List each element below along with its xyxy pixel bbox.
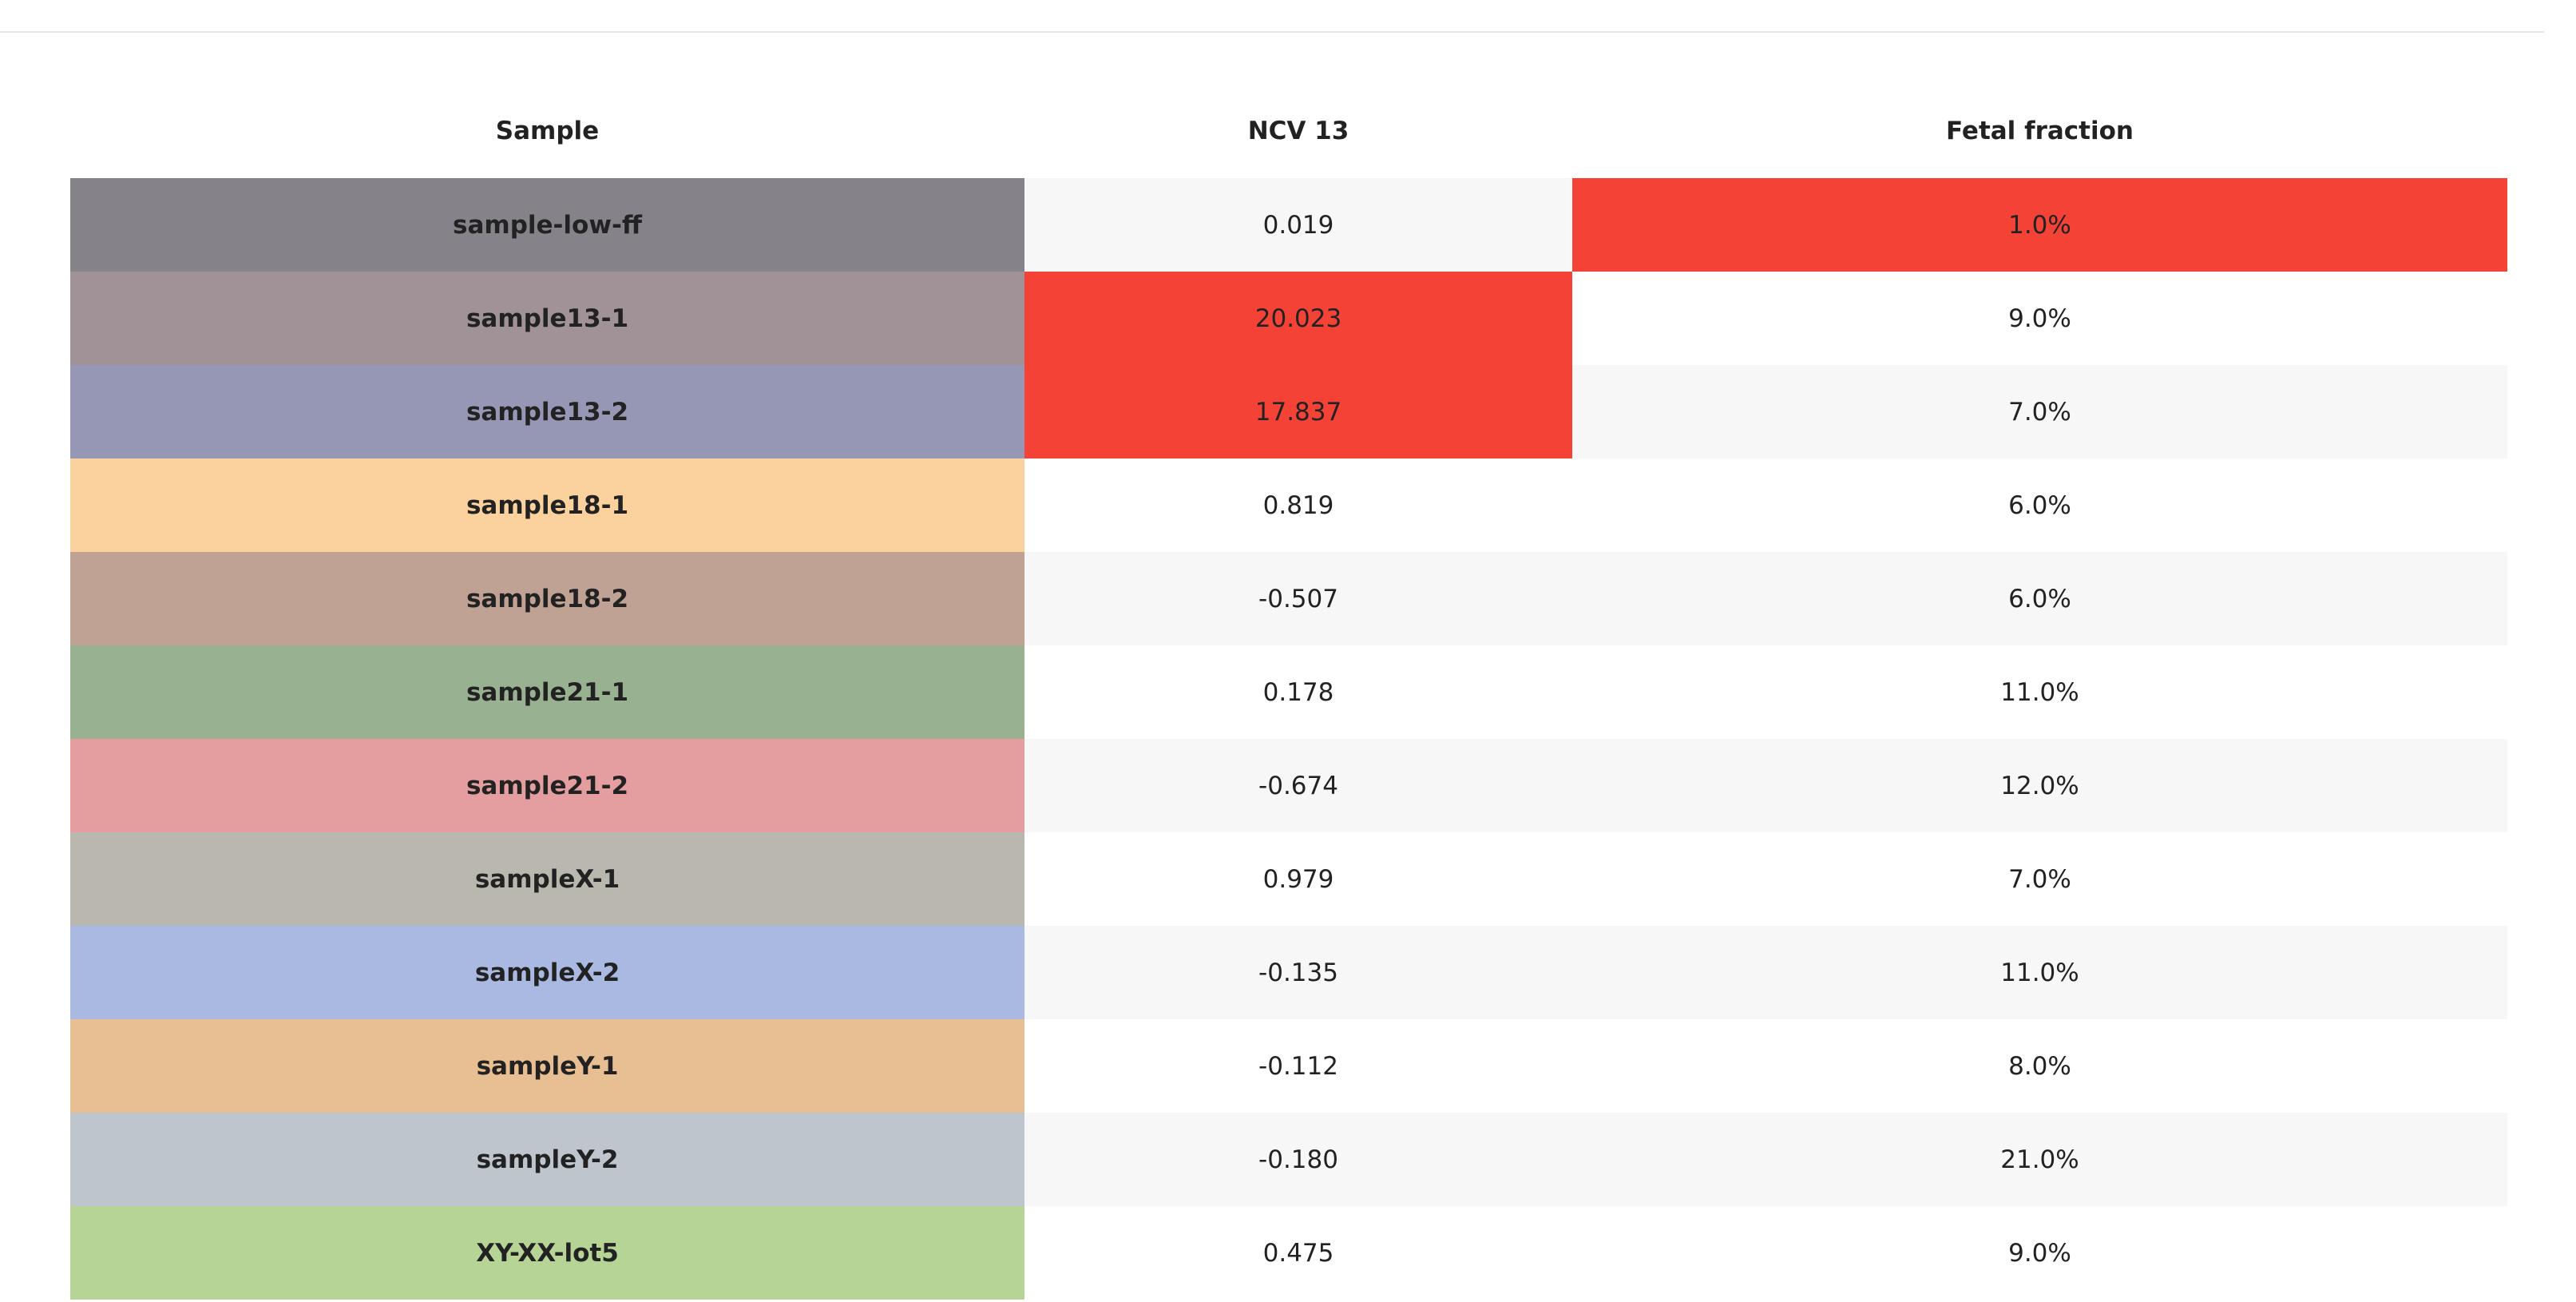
table-row[interactable]: sampleX-1 0.979 7.0%: [70, 832, 2507, 926]
sample-name-cell: sample18-1: [70, 458, 1024, 552]
ncv13-cell: 20.023: [1024, 272, 1572, 365]
sample-name-cell: XY-XX-lot5: [70, 1206, 1024, 1300]
fetal-fraction-cell: 21.0%: [1572, 1113, 2507, 1206]
header-fetal-fraction[interactable]: Fetal fraction: [1946, 117, 2134, 145]
sample-name-cell: sample13-2: [70, 365, 1024, 458]
table-row[interactable]: XY-XX-lot5 0.475 9.0%: [70, 1206, 2507, 1300]
table-row[interactable]: sample-low-ff 0.019 1.0%: [70, 178, 2507, 272]
fetal-fraction-cell: 11.0%: [1572, 926, 2507, 1019]
ncv13-cell: 0.019: [1024, 178, 1572, 272]
table-row[interactable]: sampleX-2 -0.135 11.0%: [70, 926, 2507, 1019]
fetal-fraction-cell: 12.0%: [1572, 739, 2507, 832]
table-row[interactable]: sample21-2 -0.674 12.0%: [70, 739, 2507, 832]
fetal-fraction-cell: 6.0%: [1572, 552, 2507, 645]
fetal-fraction-cell: 7.0%: [1572, 832, 2507, 926]
table-row[interactable]: sample18-2 -0.507 6.0%: [70, 552, 2507, 645]
sample-name-cell: sample13-1: [70, 272, 1024, 365]
fetal-fraction-cell: 9.0%: [1572, 1206, 2507, 1300]
sample-name-cell: sampleY-2: [70, 1113, 1024, 1206]
ncv13-cell: 0.178: [1024, 645, 1572, 739]
fetal-fraction-cell: 9.0%: [1572, 272, 2507, 365]
fetal-fraction-cell: 6.0%: [1572, 458, 2507, 552]
ncv13-cell: -0.180: [1024, 1113, 1572, 1206]
sample-name-cell: sampleX-1: [70, 832, 1024, 926]
ncv13-cell: 17.837: [1024, 365, 1572, 458]
sample-name-cell: sample21-2: [70, 739, 1024, 832]
table-row[interactable]: sampleY-2 -0.180 21.0%: [70, 1113, 2507, 1206]
ncv13-cell: 0.979: [1024, 832, 1572, 926]
header-ncv13[interactable]: NCV 13: [1247, 117, 1349, 145]
table-row[interactable]: sample21-1 0.178 11.0%: [70, 645, 2507, 739]
ncv13-cell: -0.674: [1024, 739, 1572, 832]
sample-name-cell: sample-low-ff: [70, 178, 1024, 272]
sample-name-cell: sample18-2: [70, 552, 1024, 645]
top-divider: [0, 31, 2544, 33]
fetal-fraction-cell: 8.0%: [1572, 1019, 2507, 1113]
header-sample[interactable]: Sample: [495, 117, 600, 145]
fetal-fraction-cell: 1.0%: [1572, 178, 2507, 272]
ncv13-cell: -0.112: [1024, 1019, 1572, 1113]
table-row[interactable]: sample18-1 0.819 6.0%: [70, 458, 2507, 552]
ncv13-cell: -0.135: [1024, 926, 1572, 1019]
ncv13-cell: 0.475: [1024, 1206, 1572, 1300]
table-body: sample-low-ff 0.019 1.0% sample13-1 20.023 9.…: [70, 178, 2507, 1300]
table-row[interactable]: sample13-1 20.023 9.0%: [70, 272, 2507, 365]
fetal-fraction-cell: 7.0%: [1572, 365, 2507, 458]
ncv13-cell: -0.507: [1024, 552, 1572, 645]
results-table: Sample NCV 13 Fetal fraction sample-low-…: [70, 84, 2507, 1300]
table-header-row: Sample NCV 13 Fetal fraction: [70, 84, 2507, 178]
table-row[interactable]: sampleY-1 -0.112 8.0%: [70, 1019, 2507, 1113]
sample-name-cell: sample21-1: [70, 645, 1024, 739]
ncv13-cell: 0.819: [1024, 458, 1572, 552]
sample-name-cell: sampleX-2: [70, 926, 1024, 1019]
table-row[interactable]: sample13-2 17.837 7.0%: [70, 365, 2507, 458]
fetal-fraction-cell: 11.0%: [1572, 645, 2507, 739]
sample-name-cell: sampleY-1: [70, 1019, 1024, 1113]
